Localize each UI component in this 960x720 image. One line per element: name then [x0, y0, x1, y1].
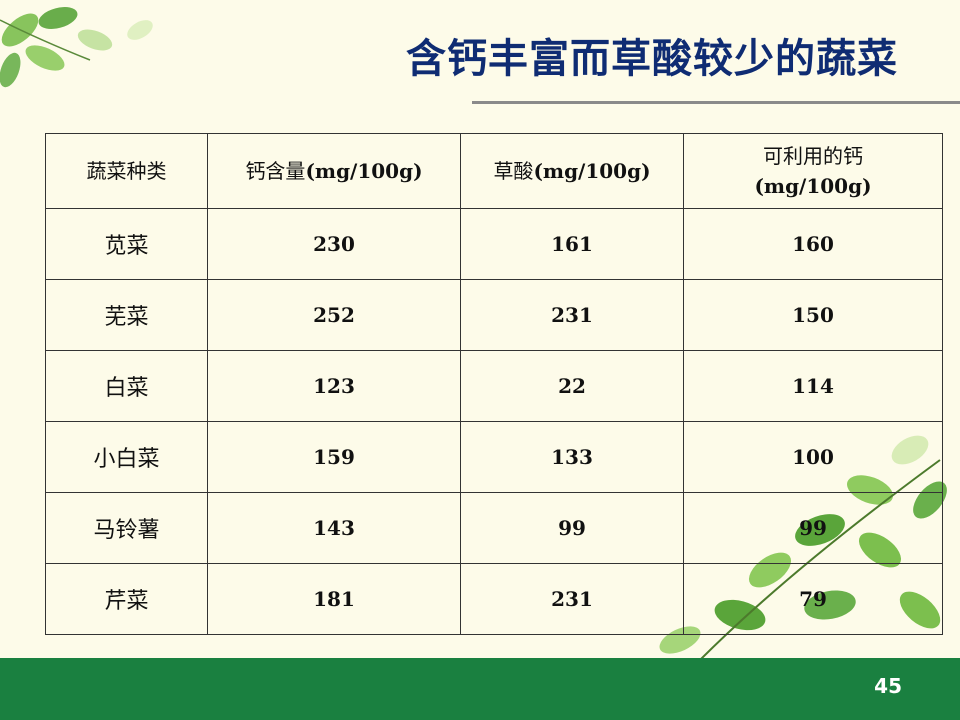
- table-row: 白菜 123 22 114: [45, 350, 943, 422]
- table-row: 马铃薯 143 99 99: [45, 492, 943, 564]
- title-divider: [472, 101, 960, 104]
- cell-available: 160: [683, 208, 943, 280]
- cell-available: 100: [683, 421, 943, 493]
- cell-name: 芹菜: [45, 563, 208, 635]
- cell-calcium: 143: [207, 492, 461, 564]
- cell-available: 150: [683, 279, 943, 351]
- leaf-decoration-top: [0, 7, 153, 88]
- cell-oxalic: 161: [460, 208, 684, 280]
- cell-calcium: 230: [207, 208, 461, 280]
- table-row: 芜菜 252 231 150: [45, 279, 943, 351]
- header-calcium: 钙含量(mg/100g): [207, 133, 461, 209]
- header-vegetable: 蔬菜种类: [45, 133, 208, 209]
- cell-oxalic: 231: [460, 563, 684, 635]
- cell-name: 芜菜: [45, 279, 208, 351]
- cell-name: 苋菜: [45, 208, 208, 280]
- page-title: 含钙丰富而草酸较少的蔬菜: [406, 36, 898, 82]
- cell-calcium: 123: [207, 350, 461, 422]
- cell-name: 白菜: [45, 350, 208, 422]
- table-row: 苋菜 230 161 160: [45, 208, 943, 280]
- table-row: 芹菜 181 231 79: [45, 563, 943, 635]
- table-row: 小白菜 159 133 100: [45, 421, 943, 493]
- cell-oxalic: 133: [460, 421, 684, 493]
- cell-name: 小白菜: [45, 421, 208, 493]
- cell-calcium: 252: [207, 279, 461, 351]
- cell-oxalic: 22: [460, 350, 684, 422]
- footer-bar: [0, 658, 960, 720]
- cell-oxalic: 231: [460, 279, 684, 351]
- table-header-row: 蔬菜种类 钙含量(mg/100g) 草酸(mg/100g) 可利用的钙 (mg/1…: [45, 133, 943, 209]
- cell-oxalic: 99: [460, 492, 684, 564]
- page-number: 45: [874, 674, 902, 698]
- cell-available: 114: [683, 350, 943, 422]
- cell-available: 99: [683, 492, 943, 564]
- cell-calcium: 159: [207, 421, 461, 493]
- calcium-table: 蔬菜种类 钙含量(mg/100g) 草酸(mg/100g) 可利用的钙 (mg/1…: [45, 133, 943, 635]
- header-oxalic: 草酸(mg/100g): [460, 133, 684, 209]
- cell-calcium: 181: [207, 563, 461, 635]
- cell-available: 79: [683, 563, 943, 635]
- header-available-calcium: 可利用的钙 (mg/100g): [683, 133, 943, 209]
- cell-name: 马铃薯: [45, 492, 208, 564]
